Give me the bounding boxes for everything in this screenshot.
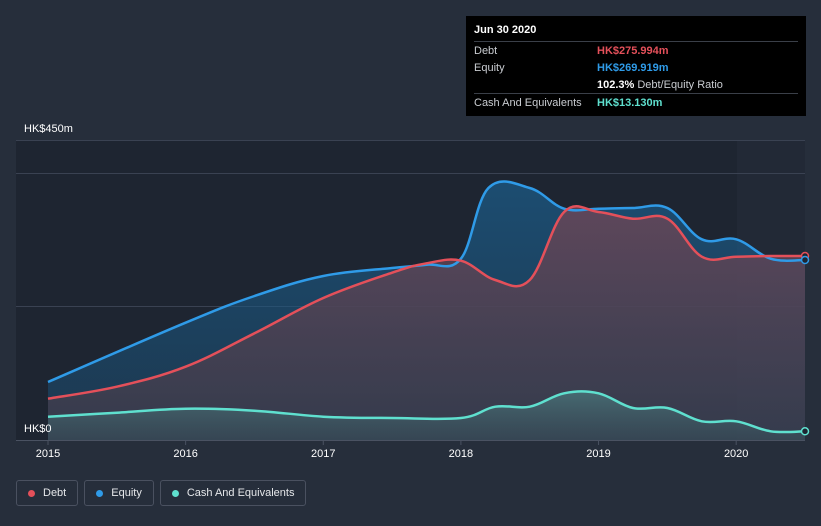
data-tooltip: Jun 30 2020 Debt HK$275.994m Equity HK$2… xyxy=(466,16,806,116)
tooltip-value: 102.3% xyxy=(597,78,635,91)
x-tick-label: 2018 xyxy=(449,448,473,460)
x-axis: 2015 2016 2017 2018 2019 2020 xyxy=(36,440,748,460)
tooltip-value: HK$269.919m xyxy=(597,61,669,74)
legend-label: Cash And Equivalents xyxy=(186,487,295,499)
legend-dot-icon xyxy=(171,489,179,497)
x-tick-label: 2019 xyxy=(586,448,610,460)
equity-line xyxy=(47,180,806,384)
y-tick-label-top: HK$450m xyxy=(24,123,73,135)
cash-area xyxy=(48,391,805,440)
legend-item-equity[interactable]: Equity xyxy=(84,480,154,506)
tooltip-label: Equity xyxy=(474,61,505,74)
equity-end-marker[interactable] xyxy=(800,255,810,265)
legend-dot-icon xyxy=(28,489,35,497)
tooltip-row-ratio: 102.3% Debt/Equity Ratio xyxy=(474,76,798,93)
chart-legend: Debt Equity Cash And Equivalents xyxy=(16,480,307,506)
tooltip-value: HK$13.130m xyxy=(597,96,663,109)
legend-label: Debt xyxy=(43,487,67,499)
x-tick-label: 2020 xyxy=(724,448,748,460)
debt-area xyxy=(48,206,805,440)
legend-label: Equity xyxy=(111,487,142,499)
tooltip-label: Debt xyxy=(474,44,498,57)
x-tick-label: 2016 xyxy=(173,448,197,460)
tooltip-row-equity: Equity HK$269.919m xyxy=(474,59,798,76)
legend-item-debt[interactable]: Debt xyxy=(16,480,79,506)
tooltip-label: Cash And Equivalents xyxy=(474,96,582,109)
tooltip-ratio-label: Debt/Equity Ratio xyxy=(637,78,723,91)
legend-item-cash[interactable]: Cash And Equivalents xyxy=(159,480,307,506)
debt-line xyxy=(47,205,806,400)
tooltip-row-cash: Cash And Equivalents HK$13.130m xyxy=(474,93,798,111)
y-tick-label-bottom: HK$0 xyxy=(24,423,52,435)
cash-end-marker[interactable] xyxy=(800,427,810,436)
x-tick-label: 2017 xyxy=(311,448,335,460)
x-tick-label: 2015 xyxy=(36,448,60,460)
tooltip-date: Jun 30 2020 xyxy=(474,24,537,36)
legend-dot-icon xyxy=(96,489,104,497)
cash-line xyxy=(47,390,806,434)
tooltip-value: HK$275.994m xyxy=(597,44,669,57)
tooltip-row-debt: Debt HK$275.994m xyxy=(474,41,798,59)
